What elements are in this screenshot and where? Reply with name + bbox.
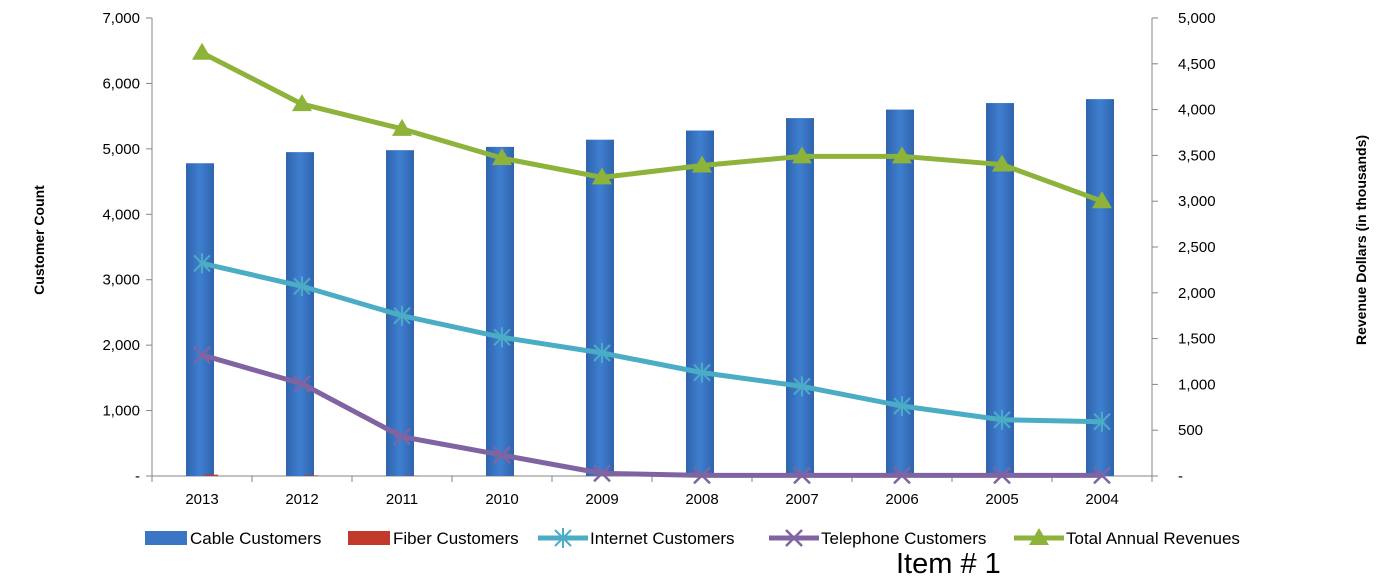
- telephone-customers-point: [693, 466, 711, 485]
- cable-customers-bar: [786, 118, 814, 476]
- telephone-customers-point: [1093, 466, 1111, 485]
- internet-customers-point: [193, 253, 211, 274]
- left-tick-label: 2,000: [102, 337, 140, 354]
- x-tick-label: 2004: [1085, 491, 1118, 508]
- right-tick-label: 1,500: [1178, 331, 1216, 348]
- right-tick-label: 4,500: [1178, 56, 1216, 73]
- total-annual-revenues-point: [692, 155, 712, 173]
- internet-customers-point: [893, 395, 911, 416]
- total-annual-revenues-point: [992, 154, 1012, 172]
- left-axis-title: Customer Count: [31, 185, 47, 295]
- telephone-customers-point: [393, 427, 411, 446]
- left-tick-label: 6,000: [102, 75, 140, 92]
- telephone-customers-legend-label: Telephone Customers: [821, 529, 986, 548]
- internet-customers-legend-label: Internet Customers: [590, 529, 735, 548]
- internet-customers-point: [593, 342, 611, 363]
- telephone-customers-point: [193, 346, 211, 364]
- cable-customers-bar: [286, 152, 314, 476]
- internet-customers-line: [199, 260, 1105, 425]
- total-annual-revenues-legend-label: Total Annual Revenues: [1066, 529, 1240, 548]
- bar-series: [186, 99, 1114, 477]
- fiber-customers-bar: [304, 475, 318, 476]
- right-tick-label: -: [1178, 468, 1183, 485]
- cable-customers-bar: [586, 139, 614, 476]
- total-annual-revenues-point: [792, 146, 812, 164]
- telephone-customers-point: [293, 374, 311, 393]
- x-tick-label: 2005: [985, 491, 1018, 508]
- x-tick-label: 2006: [885, 491, 918, 508]
- right-tick-label: 500: [1178, 422, 1203, 439]
- internet-customers-point: [693, 362, 711, 383]
- fiber-customers-bar: [204, 474, 218, 476]
- total-annual-revenues-point: [392, 118, 412, 136]
- telephone-customers-point: [493, 446, 511, 464]
- right-tick-label: 5,000: [1178, 10, 1216, 27]
- x-tick-label: 2011: [386, 491, 418, 508]
- left-tick-label: 3,000: [102, 272, 140, 289]
- x-tick-label: 2013: [185, 491, 218, 508]
- total-annual-revenues-line: [199, 50, 1105, 204]
- internet-customers-point: [993, 409, 1011, 430]
- x-tick-label: 2008: [685, 491, 718, 508]
- right-tick-label: 3,000: [1178, 193, 1216, 210]
- cable-customers-legend-swatch: [145, 531, 187, 545]
- x-tick-label: 2007: [785, 491, 818, 508]
- cable-customers-bar: [886, 109, 914, 476]
- fiber-customers-legend-swatch: [348, 531, 390, 545]
- right-tick-label: 2,500: [1178, 239, 1216, 256]
- cable-customers-legend-label: Cable Customers: [190, 529, 321, 548]
- left-tick-label: 1,000: [102, 403, 140, 420]
- internet-customers-point: [493, 327, 511, 348]
- line-series: [192, 42, 1112, 485]
- total-annual-revenues-point: [592, 167, 612, 185]
- left-tick-label: 5,000: [102, 141, 140, 158]
- telephone-customers-line: [199, 352, 1105, 478]
- fiber-customers-legend-label: Fiber Customers: [393, 529, 519, 548]
- internet-customers-legend-marker: [554, 528, 572, 548]
- total-annual-revenues-point: [1092, 191, 1112, 209]
- telephone-customers-point: [593, 464, 611, 483]
- right-tick-label: 3,500: [1178, 147, 1216, 164]
- total-annual-revenues-point: [192, 42, 212, 60]
- total-annual-revenues-legend-marker: [1029, 528, 1049, 545]
- left-tick-label: 7,000: [102, 10, 140, 27]
- x-tick-label: 2012: [285, 491, 318, 508]
- internet-customers-point: [793, 376, 811, 397]
- telephone-customers-point: [993, 466, 1011, 485]
- cable-customers-bar: [486, 146, 514, 476]
- right-tick-label: 4,000: [1178, 102, 1216, 119]
- cable-customers-bar: [186, 163, 214, 476]
- left-tick-label: -: [135, 468, 140, 485]
- x-tick-label: 2010: [485, 491, 518, 508]
- legend: Cable Customers Fiber Customers Internet C…: [145, 528, 1240, 548]
- telephone-customers-legend-marker: [785, 529, 803, 547]
- cable-customers-bar: [686, 130, 714, 476]
- total-annual-revenues-point: [492, 148, 512, 166]
- internet-customers-point: [293, 276, 311, 297]
- internet-customers-point: [1093, 411, 1111, 432]
- right-tick-label: 2,000: [1178, 285, 1216, 302]
- internet-customers-point: [393, 305, 411, 326]
- telephone-customers-point: [893, 466, 911, 485]
- right-axis-title: Revenue Dollars (in thousands): [1353, 135, 1369, 345]
- telephone-customers-point: [793, 466, 811, 485]
- tick-labels: - 1,000 2,000 3,000 4,000 5,000 6,000 7,000 - 500…: [102, 10, 1215, 508]
- total-annual-revenues-point: [292, 94, 312, 112]
- right-tick-label: 1,000: [1178, 376, 1216, 393]
- x-tick-label: 2009: [585, 491, 618, 508]
- left-tick-label: 4,000: [102, 206, 140, 223]
- total-annual-revenues-point: [892, 146, 912, 164]
- item-caption: Item # 1: [896, 548, 1001, 580]
